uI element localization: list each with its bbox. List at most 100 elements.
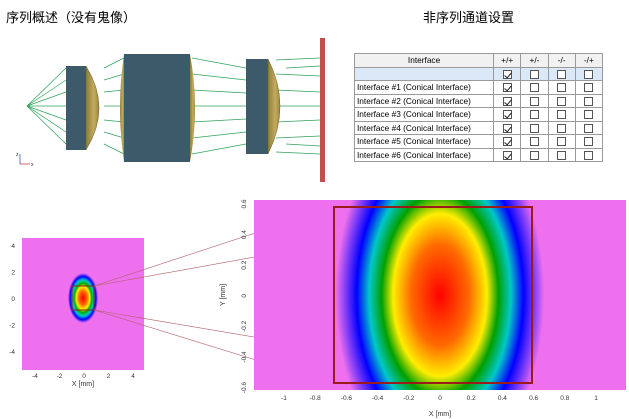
lens-1[interactable] — [66, 65, 100, 151]
axis-triad-x-label: x — [31, 162, 34, 168]
channel-checkbox-cell — [574, 120, 604, 135]
channel-settings-table[interactable]: Interface +/+ +/- -/- -/+ Interface #1 (… — [353, 53, 604, 162]
channel-checkbox[interactable] — [584, 110, 594, 120]
interface-name-cell: Interface #5 (Conical Interface) — [353, 134, 495, 149]
channel-checkbox[interactable] — [502, 137, 512, 147]
table-row[interactable] — [353, 66, 604, 81]
small-field-plot[interactable]: 4 2 0 -2 -4 -4 -2 0 2 4 X [mm] — [0, 232, 160, 390]
large-field-plot[interactable]: 0.6 0.4 0.2 0 -0.2 -0.4 -0.6 -1 -0.8 -0.6 -0.4 -0.… — [214, 196, 629, 419]
channel-checkbox-cell — [520, 134, 549, 149]
channel-checkbox-cell — [520, 120, 549, 135]
large-plot-x-tick-label: -0.4 — [372, 395, 384, 402]
channel-checkbox[interactable] — [557, 96, 567, 106]
large-plot-x-tick-label: 0.2 — [467, 395, 476, 402]
channel-checkbox[interactable] — [529, 150, 539, 160]
small-plot-x-tick-label: -4 — [32, 373, 38, 380]
title-sequential-overview: 序列概述（没有鬼像） — [6, 11, 137, 26]
large-plot-y-tick-label: 0.2 — [241, 260, 248, 269]
axis-triad-z-label: z — [16, 152, 19, 158]
channel-checkbox[interactable] — [584, 83, 594, 93]
interface-name-cell: Interface #3 (Conical Interface) — [353, 107, 495, 122]
small-plot-x-axis: -4 -2 0 2 4 — [32, 373, 135, 380]
table-row[interactable]: Interface #6 (Conical Interface) — [353, 147, 604, 162]
channel-checkbox[interactable] — [529, 83, 539, 93]
channel-checkbox[interactable] — [584, 96, 594, 106]
channel-checkbox[interactable] — [557, 110, 567, 120]
channel-checkbox[interactable] — [529, 69, 539, 79]
channel-checkbox[interactable] — [557, 83, 567, 93]
large-plot-y-tick-label: -0.2 — [241, 320, 248, 332]
channel-checkbox[interactable] — [502, 123, 512, 133]
table-row[interactable]: Interface #1 (Conical Interface) — [353, 80, 604, 95]
table-row[interactable]: Interface #4 (Conical Interface) — [353, 120, 604, 135]
channel-checkbox-cell — [574, 134, 604, 149]
channel-checkbox[interactable] — [529, 96, 539, 106]
small-plot-x-tick-label: 0 — [82, 373, 86, 380]
channel-checkbox[interactable] — [502, 150, 512, 160]
large-plot-y-tick-label: 0 — [241, 294, 248, 298]
table-row[interactable]: Interface #5 (Conical Interface) — [353, 134, 604, 149]
channel-checkbox[interactable] — [584, 123, 594, 133]
large-plot-x-tick-label: -1 — [281, 395, 287, 402]
channel-checkbox[interactable] — [502, 83, 512, 93]
small-plot-x-tick-label: 2 — [107, 373, 111, 380]
small-plot-x-tick-label: 4 — [131, 373, 135, 380]
channel-checkbox-cell — [493, 93, 522, 108]
channel-checkbox[interactable] — [502, 96, 512, 106]
lens-3[interactable] — [246, 58, 281, 155]
channel-checkbox-cell — [547, 66, 576, 81]
channel-checkbox[interactable] — [529, 110, 539, 120]
small-plot-y-tick-label: 2 — [11, 270, 15, 277]
channel-checkbox[interactable] — [557, 69, 567, 79]
large-plot-x-tick-label: -0.8 — [310, 395, 322, 402]
lens-2[interactable] — [120, 54, 195, 162]
small-plot-y-tick-label: 4 — [11, 243, 15, 250]
channel-checkbox-cell — [547, 120, 576, 135]
channel-checkbox-cell — [520, 147, 549, 162]
channel-checkbox[interactable] — [557, 123, 567, 133]
interface-name-cell: Interface #1 (Conical Interface) — [353, 80, 495, 95]
large-plot-x-tick-label: 0 — [438, 395, 442, 402]
channel-checkbox-cell — [493, 120, 522, 135]
channel-checkbox-cell — [547, 93, 576, 108]
channel-checkbox[interactable] — [529, 123, 539, 133]
column-header-mm: -/- — [547, 53, 576, 68]
column-header-pp: +/+ — [493, 53, 522, 68]
interface-name-cell: Interface #4 (Conical Interface) — [353, 120, 495, 135]
channel-checkbox[interactable] — [502, 69, 512, 79]
channel-checkbox-cell — [520, 93, 549, 108]
interface-name-cell — [353, 66, 495, 81]
large-plot-zoom-box[interactable] — [333, 206, 533, 384]
channel-checkbox[interactable] — [584, 69, 594, 79]
large-plot-x-axis: -1 -0.8 -0.6 -0.4 -0.2 0 0.2 0.4 0.6 0.8 1 — [281, 395, 598, 402]
channel-checkbox[interactable] — [584, 137, 594, 147]
channel-checkbox[interactable] — [529, 137, 539, 147]
large-plot-x-tick-label: 0.4 — [498, 395, 507, 402]
channel-checkbox[interactable] — [557, 150, 567, 160]
large-plot-y-label: Y [mm] — [220, 284, 227, 306]
large-plot-intensity — [254, 200, 626, 390]
table-row[interactable]: Interface #3 (Conical Interface) — [353, 107, 604, 122]
column-header-mp: -/+ — [574, 53, 604, 68]
table-row[interactable]: Interface #2 (Conical Interface) — [353, 93, 604, 108]
channel-checkbox[interactable] — [502, 110, 512, 120]
channel-checkbox[interactable] — [557, 137, 567, 147]
optical-layout-view[interactable]: x z — [0, 28, 345, 188]
large-plot-x-tick-label: -0.2 — [403, 395, 415, 402]
channel-checkbox-cell — [574, 147, 604, 162]
small-plot-y-tick-label: -2 — [9, 323, 15, 330]
channel-checkbox-cell — [547, 107, 576, 122]
large-plot-x-tick-label: 0.8 — [560, 395, 569, 402]
small-plot-y-axis: 4 2 0 -2 -4 — [9, 243, 15, 356]
channel-checkbox-cell — [547, 134, 576, 149]
ray-fan — [26, 57, 321, 155]
large-plot-y-tick-label: 0.4 — [241, 230, 248, 239]
large-plot-y-tick-label: -0.4 — [241, 351, 248, 363]
channel-checkbox-cell — [574, 66, 604, 81]
channel-checkbox-cell — [574, 80, 604, 95]
small-plot-zoom-box[interactable] — [71, 285, 95, 311]
small-plot-y-tick-label: 0 — [11, 296, 15, 303]
channel-checkbox-cell — [547, 80, 576, 95]
detector-plane[interactable] — [320, 38, 325, 182]
channel-checkbox[interactable] — [584, 150, 594, 160]
